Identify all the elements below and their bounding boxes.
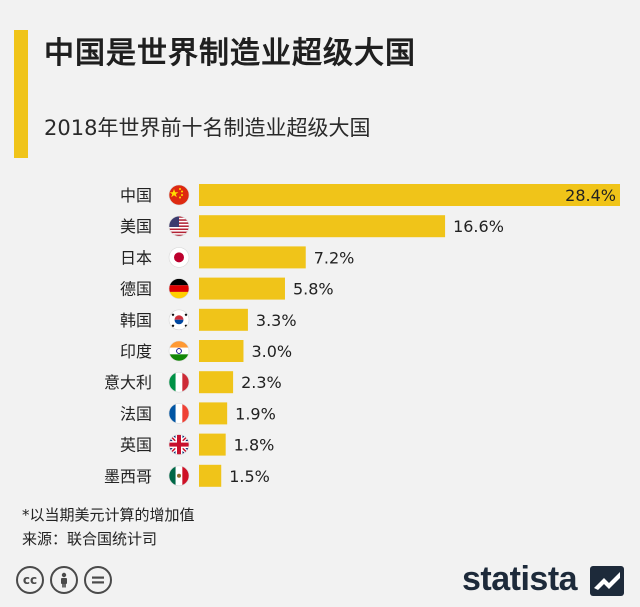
value-label: 5.8%	[293, 280, 334, 299]
category-label: 墨西哥	[104, 467, 152, 486]
bar	[199, 464, 222, 487]
value-label: 1.8%	[234, 436, 275, 455]
value-label: 2.3%	[241, 373, 282, 392]
value-label: 28.4%	[565, 186, 616, 205]
bar	[199, 340, 244, 362]
bar-row: 美国 16.6%	[120, 215, 504, 238]
statista-logo-icon[interactable]	[590, 566, 624, 596]
chart-title: 中国是世界制造业超级大国	[44, 36, 416, 71]
category-label: 法国	[120, 404, 152, 423]
bar-row: 法国 1.9%	[120, 402, 276, 425]
bar	[199, 402, 228, 425]
footnote: *以当期美元计算的增加值	[22, 506, 195, 524]
category-label: 英国	[120, 436, 152, 455]
category-label: 中国	[120, 186, 152, 205]
by-icon[interactable]	[50, 566, 78, 594]
flag-france-icon	[168, 403, 190, 424]
flag-germany-icon	[168, 278, 190, 299]
value-label: 7.2%	[314, 248, 355, 267]
cc-icon[interactable]: cc	[16, 566, 44, 594]
value-label: 3.0%	[251, 342, 292, 361]
bar	[199, 277, 285, 300]
bar-row: 德国 5.8%	[120, 277, 334, 300]
flag-uk-icon	[168, 434, 190, 455]
flag-italy-icon	[168, 371, 190, 393]
chart-subtitle: 2018年世界前十名制造业超级大国	[44, 116, 371, 140]
bar-row: 韩国 3.3%	[120, 308, 297, 331]
bar-row: 墨西哥 1.5%	[104, 464, 270, 487]
bar	[199, 433, 226, 456]
flag-korea-icon	[168, 309, 190, 331]
bar-row: 印度 3.0%	[120, 340, 292, 362]
category-label: 德国	[120, 280, 152, 299]
category-label: 韩国	[120, 311, 152, 330]
license-icons: cc	[16, 566, 112, 594]
category-label: 美国	[120, 217, 152, 236]
value-label: 3.3%	[256, 311, 297, 330]
bar-row: 英国 1.8%	[120, 433, 275, 456]
category-label: 意大利	[104, 373, 152, 392]
statista-logo-text[interactable]: statista	[462, 560, 578, 598]
category-label: 日本	[120, 248, 152, 267]
bar-chart: 中国 28.4% 美国 16.6% 日本 7.2% 德国 5.8% 韩国 3.3% 印度 3.0% 意大…	[104, 184, 620, 487]
category-label: 印度	[120, 342, 152, 361]
flag-china-icon	[168, 184, 190, 206]
flag-japan-icon	[168, 247, 190, 268]
flag-india-icon	[168, 340, 190, 362]
bar-row: 中国 28.4%	[120, 184, 620, 206]
value-label: 1.5%	[229, 467, 270, 486]
accent-bar	[14, 30, 28, 158]
bar	[199, 308, 248, 331]
bar	[199, 215, 446, 238]
flag-usa-icon	[168, 215, 190, 237]
bar-row: 意大利 2.3%	[104, 371, 282, 394]
value-label: 16.6%	[453, 217, 504, 236]
bar-row: 日本 7.2%	[120, 246, 355, 269]
value-label: 1.9%	[235, 404, 276, 423]
nd-icon[interactable]	[84, 566, 112, 594]
bar	[199, 246, 306, 269]
source-note: 来源：联合国统计司	[22, 530, 158, 548]
bar	[199, 184, 620, 206]
flag-mexico-icon	[168, 465, 190, 487]
bar	[199, 371, 234, 394]
